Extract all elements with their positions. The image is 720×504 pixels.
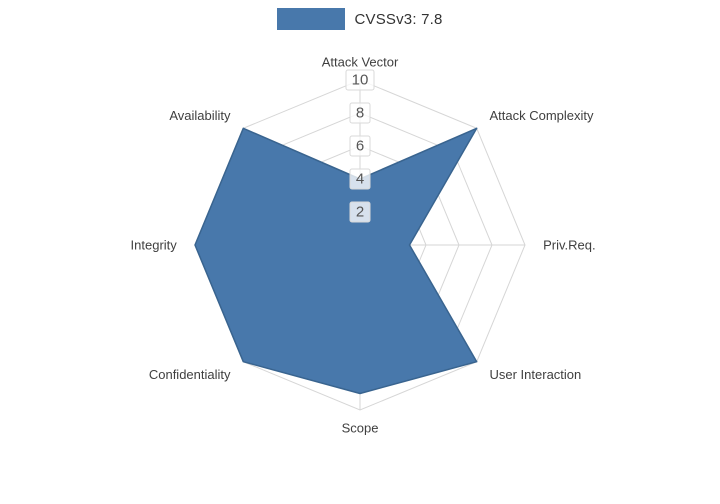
axis-label-attack-complexity: Attack Complexity (490, 108, 595, 123)
axis-label-priv-req: Priv.Req. (543, 238, 596, 253)
axis-label-confidentiality: Confidentiality (149, 367, 231, 382)
radial-tick-label: 2 (356, 204, 364, 221)
legend-swatch (277, 8, 346, 30)
axis-label-availability: Availability (169, 108, 231, 123)
radial-tick-label: 6 (356, 138, 364, 155)
axis-label-user-interaction: User Interaction (490, 367, 582, 382)
radial-tick-box (349, 135, 371, 157)
radial-tick-box (349, 168, 371, 190)
axis-label-attack-vector: Attack Vector (322, 54, 399, 69)
legend-label: CVSSv3: 7.8 (354, 10, 443, 28)
axis-label-scope: Scope (342, 421, 379, 436)
radial-tick-label: 10 (352, 72, 369, 89)
radial-tick-box (349, 102, 371, 124)
radial-tick-box (349, 201, 371, 223)
axis-label-integrity: Integrity (131, 238, 178, 253)
radial-tick-label: 8 (356, 105, 364, 122)
radial-tick-label: 4 (356, 171, 364, 188)
data-polygon-cvssv3[interactable] (194, 127, 478, 395)
radial-tick-box (345, 69, 375, 91)
legend[interactable]: CVSSv3: 7.8 (0, 8, 720, 30)
